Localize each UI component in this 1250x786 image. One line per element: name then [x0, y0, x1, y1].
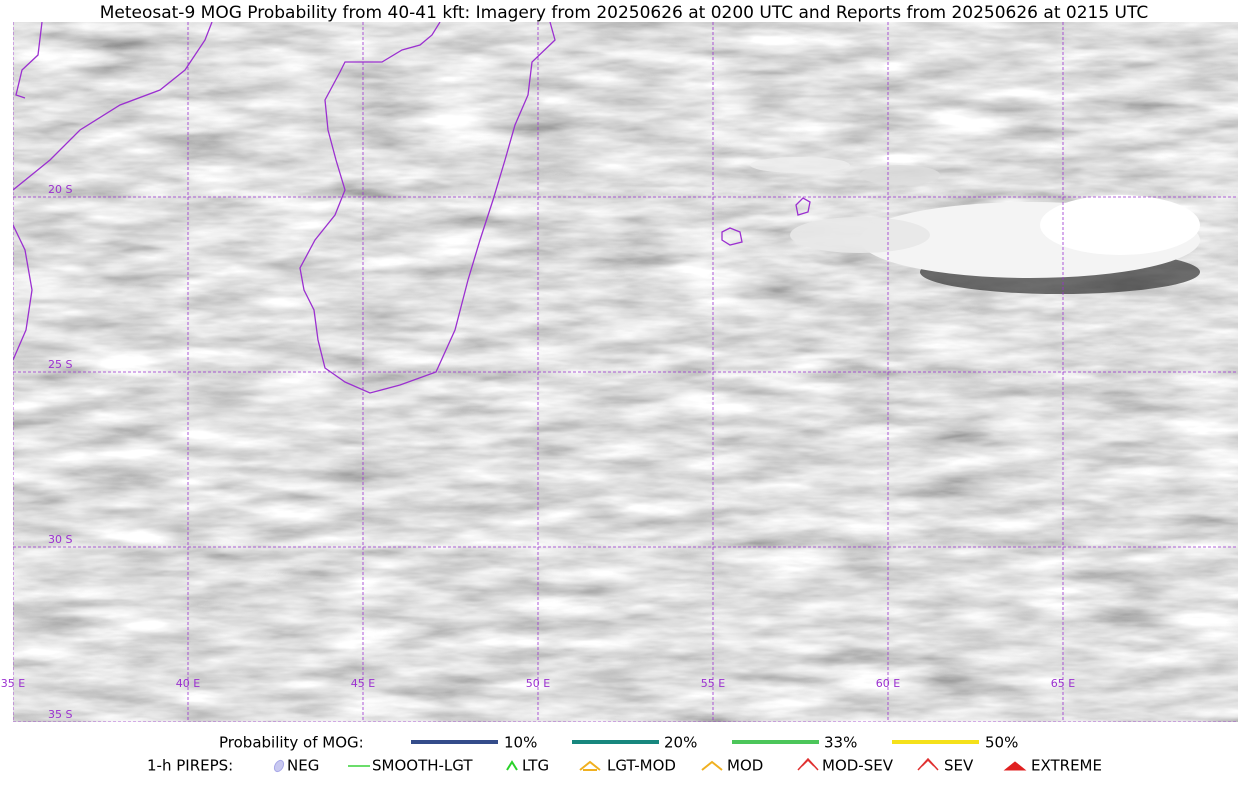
- lon-label: 40 E: [176, 677, 200, 690]
- graticule: [13, 22, 1238, 722]
- legend-label: LGT-MOD: [607, 757, 676, 775]
- legend-label: NEG: [287, 757, 319, 775]
- legend-label: 33%: [824, 734, 857, 752]
- lat-label: 25 S: [48, 358, 72, 371]
- sev-icon: [917, 757, 939, 771]
- coastlines: [13, 22, 811, 394]
- neg-icon: [273, 759, 285, 773]
- lon-label: 65 E: [1051, 677, 1075, 690]
- legend: Probability of MOG: 10% 20% 33% 50% 1-h …: [147, 734, 1102, 775]
- legend-label: 20%: [664, 734, 697, 752]
- legend-title: Probability of MOG:: [219, 734, 364, 752]
- cloud-feature: [750, 157, 1200, 294]
- lat-label: 30 S: [48, 533, 72, 546]
- legend-label: MOD-SEV: [822, 757, 894, 775]
- map: [13, 22, 1238, 722]
- mod-sev-icon: [797, 757, 819, 771]
- legend-label: MOD: [727, 757, 763, 775]
- legend-label: LTG: [522, 757, 549, 775]
- mod-icon: [701, 760, 723, 771]
- lgt-mod-icon: [579, 760, 601, 771]
- lat-label: 20 S: [48, 183, 72, 196]
- lon-label: 35 E: [1, 677, 25, 690]
- legend-label: 50%: [985, 734, 1018, 752]
- legend-label: SMOOTH-LGT: [372, 757, 473, 775]
- lat-label: 35 S: [48, 708, 72, 721]
- lon-label: 45 E: [351, 677, 375, 690]
- legend-label: 10%: [504, 734, 537, 752]
- lon-label: 50 E: [526, 677, 550, 690]
- extreme-icon: [1003, 761, 1027, 771]
- legend-label: EXTREME: [1031, 757, 1102, 775]
- title: Meteosat-9 MOG Probability from 40-41 kf…: [100, 3, 1149, 23]
- legend-title: 1-h PIREPS:: [147, 757, 233, 775]
- lon-label: 55 E: [701, 677, 725, 690]
- legend-label: SEV: [944, 757, 974, 775]
- ltg-icon: [506, 760, 518, 771]
- lon-label: 60 E: [876, 677, 900, 690]
